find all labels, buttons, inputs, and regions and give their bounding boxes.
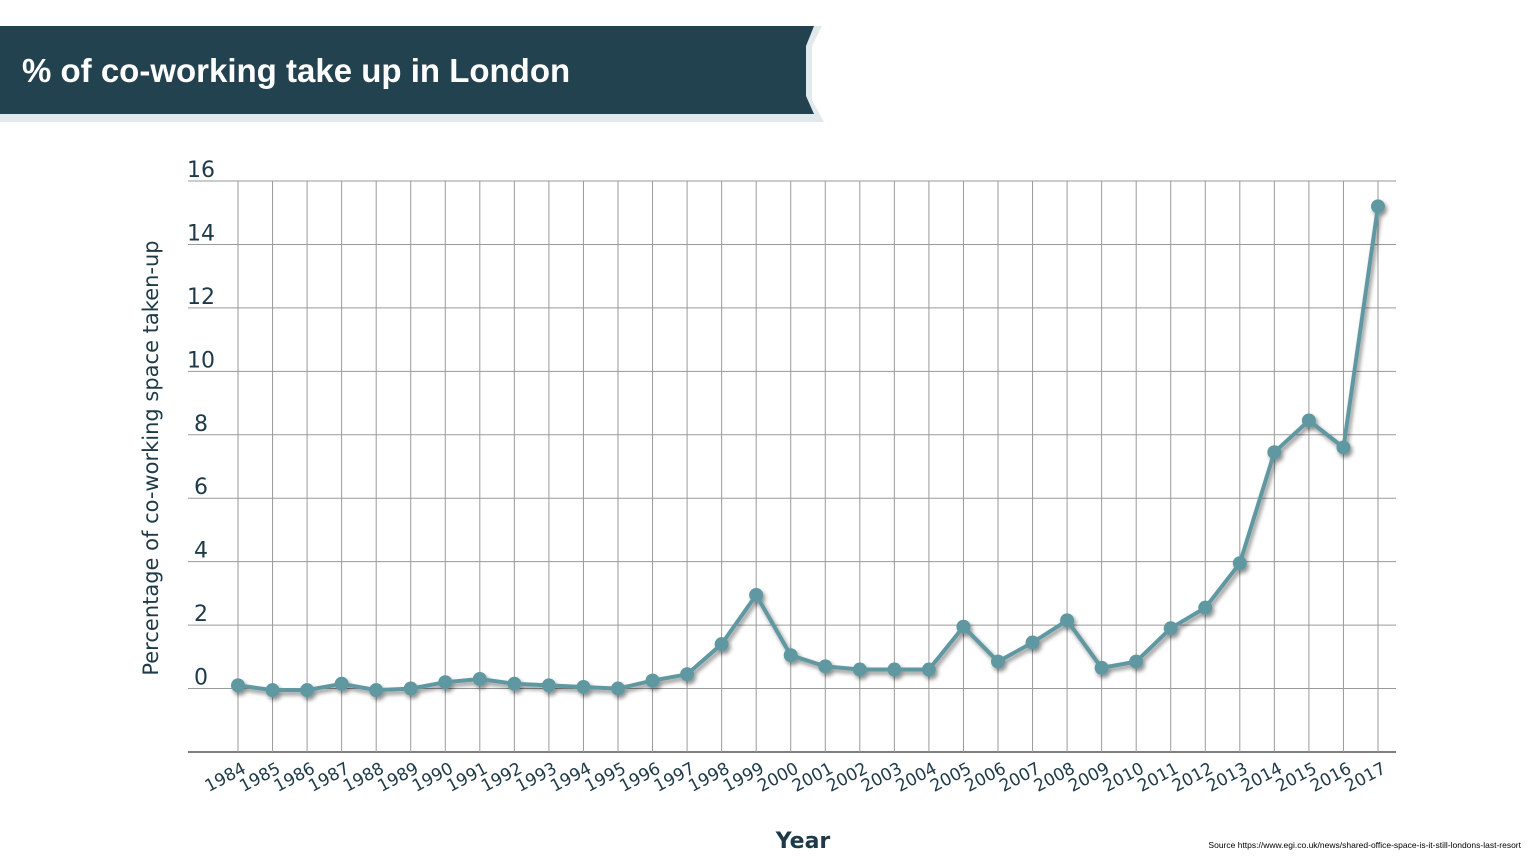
data-point: [507, 676, 522, 691]
data-point: [265, 683, 280, 698]
data-point: [231, 678, 245, 693]
grid: [188, 180, 1396, 753]
data-point: [1129, 654, 1144, 669]
title-banner-shape: [0, 26, 814, 114]
data-point: [1060, 613, 1075, 628]
data-point: [438, 675, 453, 690]
data-point: [1094, 660, 1109, 675]
series: [231, 199, 1385, 698]
y-tick-label: 8: [194, 412, 208, 437]
x-axis-label: Year: [775, 829, 831, 854]
data-point: [1336, 440, 1351, 455]
data-point: [1267, 445, 1282, 460]
data-point: [1232, 556, 1247, 571]
data-point: [852, 662, 867, 677]
y-tick-label: 12: [187, 285, 215, 310]
data-point: [1371, 199, 1385, 214]
data-point: [1163, 621, 1178, 636]
y-tick-labels: 0 2 4 6 8 10 12 14 16: [187, 158, 215, 691]
y-axis-label: Percentage of co-working space taken-up: [139, 240, 163, 675]
data-point: [645, 673, 660, 688]
x-tick-label: 2017: [1342, 759, 1390, 797]
data-point: [783, 648, 798, 663]
data-point: [887, 662, 902, 677]
series-line: [236, 204, 1380, 693]
page-title: % of co-working take up in London: [22, 52, 571, 89]
data-point: [1198, 600, 1213, 615]
y-tick-label: 2: [194, 602, 208, 627]
x-tick-labels: 1984198519861987198819891990199119921993…: [202, 759, 1390, 797]
y-tick-label: 10: [187, 348, 215, 373]
source-note: Source https://www.egi.co.uk/news/shared…: [1208, 840, 1521, 850]
data-point: [611, 681, 625, 696]
data-point: [472, 672, 487, 687]
data-point: [749, 587, 764, 602]
data-point: [369, 683, 384, 698]
data-point: [680, 667, 695, 682]
data-point: [576, 679, 591, 694]
y-tick-label: 16: [187, 158, 215, 183]
data-point: [541, 678, 556, 693]
y-tick-label: 14: [187, 221, 215, 246]
title-banner: [0, 26, 824, 122]
data-point: [714, 637, 729, 652]
data-point: [334, 676, 349, 691]
data-point: [1025, 635, 1040, 650]
data-point: [403, 681, 418, 696]
y-tick-label: 6: [194, 475, 208, 500]
data-point: [956, 619, 971, 634]
data-point: [991, 654, 1005, 669]
data-point: [921, 662, 936, 677]
data-point: [1301, 413, 1316, 428]
y-tick-label: 0: [194, 666, 208, 691]
y-tick-label: 4: [194, 539, 208, 564]
data-point: [818, 659, 833, 674]
data-point: [300, 683, 315, 698]
